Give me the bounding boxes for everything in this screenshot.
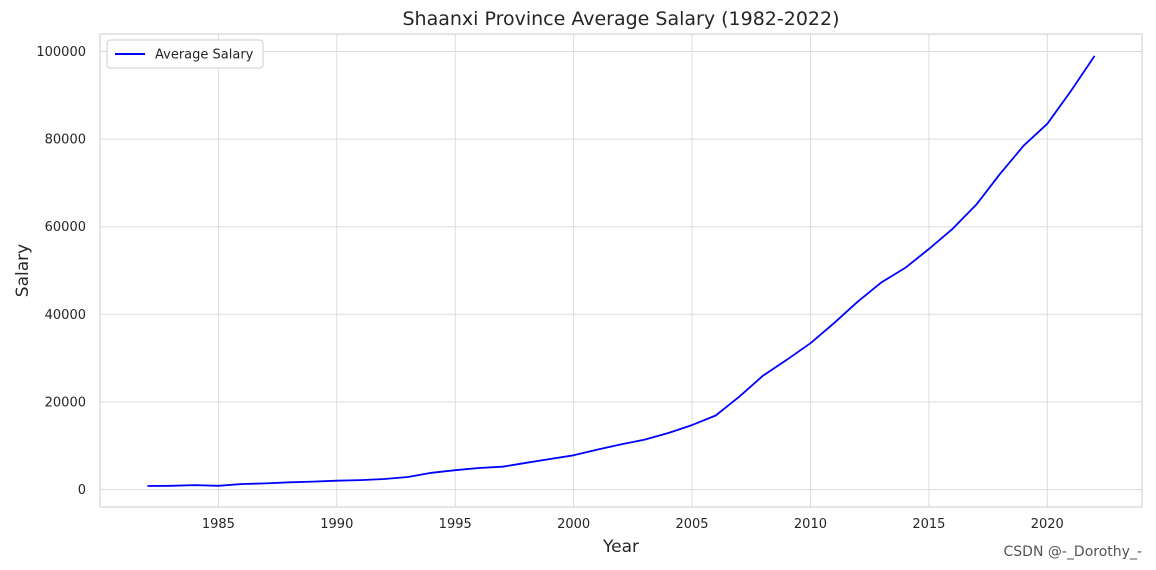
x-tick-label: 1985 (202, 517, 235, 532)
x-tick-label: 2015 (912, 517, 945, 532)
x-tick-label: 1995 (439, 517, 472, 532)
x-tick-label: 2000 (557, 517, 590, 532)
x-axis-label: Year (602, 537, 639, 557)
x-tick-label: 1990 (320, 517, 353, 532)
legend: Average Salary (106, 39, 264, 69)
y-tick-labels: 0 20000 40000 60000 80000 100000 (36, 45, 86, 498)
y-tick-label: 40000 (45, 308, 86, 323)
series-line (147, 55, 1096, 487)
x-tick-labels: 1985 1990 1995 2000 2005 2010 2015 2020 (202, 517, 1064, 532)
watermark: CSDN @-_Dorothy_- (1004, 544, 1142, 560)
y-tick-label: 100000 (36, 45, 86, 60)
y-tick-label: 80000 (45, 133, 86, 148)
y-axis-label: Salary (13, 244, 33, 297)
y-tick-label: 60000 (45, 220, 86, 235)
chart-title: Shaanxi Province Average Salary (1982-20… (402, 8, 839, 30)
legend-label: Average Salary (155, 48, 254, 63)
x-tick-label: 2010 (794, 517, 827, 532)
y-tick-label: 20000 (45, 395, 86, 410)
x-tick-label: 2020 (1031, 517, 1064, 532)
plot-area (147, 55, 1096, 487)
grid (100, 34, 1142, 507)
legend-box (106, 39, 264, 69)
x-tick-label: 2005 (675, 517, 708, 532)
plot-frame (99, 33, 1143, 508)
y-tick-label: 0 (78, 483, 86, 498)
